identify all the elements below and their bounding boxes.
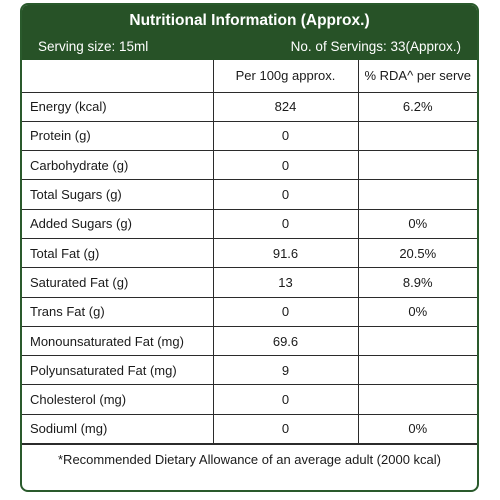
table-header-row: Per 100g approx. % RDA^ per serve [22, 60, 477, 93]
nutrient-name: Cholesterol (mg) [22, 384, 214, 415]
panel-header: Nutritional Information (Approx.) Servin… [22, 5, 477, 60]
per-100g-value: 0 [212, 296, 359, 327]
nutrient-name: Carbohydrate (g) [22, 150, 214, 181]
rda-value: 0% [357, 413, 477, 445]
nutrient-name: Energy (kcal) [22, 91, 214, 122]
table-row: Carbohydrate (g) 0 [22, 150, 477, 181]
rda-value [357, 150, 477, 181]
per-100g-value: 824 [212, 91, 359, 122]
per-100g-value: 69.6 [212, 325, 359, 357]
table-row: Trans Fat (g) 0 0% [22, 296, 477, 327]
serving-info: Serving size: 15ml No. of Servings: 33(A… [22, 34, 477, 54]
rda-value [357, 179, 477, 210]
rda-value [357, 384, 477, 415]
rda-value [357, 355, 477, 386]
rda-value: 0% [357, 296, 477, 327]
table-row: Cholesterol (mg) 0 [22, 384, 477, 415]
header-cell-nutrient [22, 60, 214, 93]
servings-count: No. of Servings: 33(Approx.) [290, 39, 461, 54]
panel-title: Nutritional Information (Approx.) [129, 12, 370, 29]
table-row: Energy (kcal) 824 6.2% [22, 91, 477, 122]
per-100g-value: 0 [212, 179, 359, 210]
table-row: Sodiuml (mg) 0 0% [22, 413, 477, 445]
per-100g-value: 91.6 [212, 237, 359, 269]
nutrient-name: Polyunsaturated Fat (mg) [22, 355, 214, 386]
rda-value [357, 325, 477, 357]
nutrient-name: Monounsaturated Fat (mg) [22, 325, 214, 357]
nutrient-name: Sodiuml (mg) [22, 413, 214, 445]
rda-value [357, 120, 477, 152]
table-row: Monounsaturated Fat (mg) 69.6 [22, 325, 477, 357]
nutrient-name: Total Sugars (g) [22, 179, 214, 210]
nutrient-name: Saturated Fat (g) [22, 267, 214, 298]
per-100g-value: 0 [212, 384, 359, 415]
header-cell-per100: Per 100g approx. [212, 60, 359, 93]
per-100g-value: 9 [212, 355, 359, 386]
serving-size: Serving size: 15ml [38, 39, 149, 54]
nutrient-name: Added Sugars (g) [22, 208, 214, 239]
table-row: Added Sugars (g) 0 0% [22, 208, 477, 239]
table-row: Saturated Fat (g) 13 8.9% [22, 267, 477, 298]
per-100g-value: 0 [212, 150, 359, 181]
nutrition-panel: Nutritional Information (Approx.) Servin… [20, 3, 479, 492]
nutrient-name: Protein (g) [22, 120, 214, 152]
table-row: Protein (g) 0 [22, 120, 477, 152]
table-row: Total Fat (g) 91.6 20.5% [22, 237, 477, 269]
table-row: Polyunsaturated Fat (mg) 9 [22, 355, 477, 386]
per-100g-value: 0 [212, 120, 359, 152]
table-row: Total Sugars (g) 0 [22, 179, 477, 210]
rda-value: 6.2% [357, 91, 477, 122]
rda-value: 0% [357, 208, 477, 239]
nutrient-name: Total Fat (g) [22, 237, 214, 269]
per-100g-value: 0 [212, 208, 359, 239]
per-100g-value: 13 [212, 267, 359, 298]
per-100g-value: 0 [212, 413, 359, 445]
nutrient-name: Trans Fat (g) [22, 296, 214, 327]
header-cell-rda: % RDA^ per serve [357, 60, 477, 93]
nutrition-table: Per 100g approx. % RDA^ per serve Energy… [22, 60, 477, 445]
rda-value: 20.5% [357, 237, 477, 269]
footnote: *Recommended Dietary Allowance of an ave… [22, 444, 477, 476]
rda-value: 8.9% [357, 267, 477, 298]
